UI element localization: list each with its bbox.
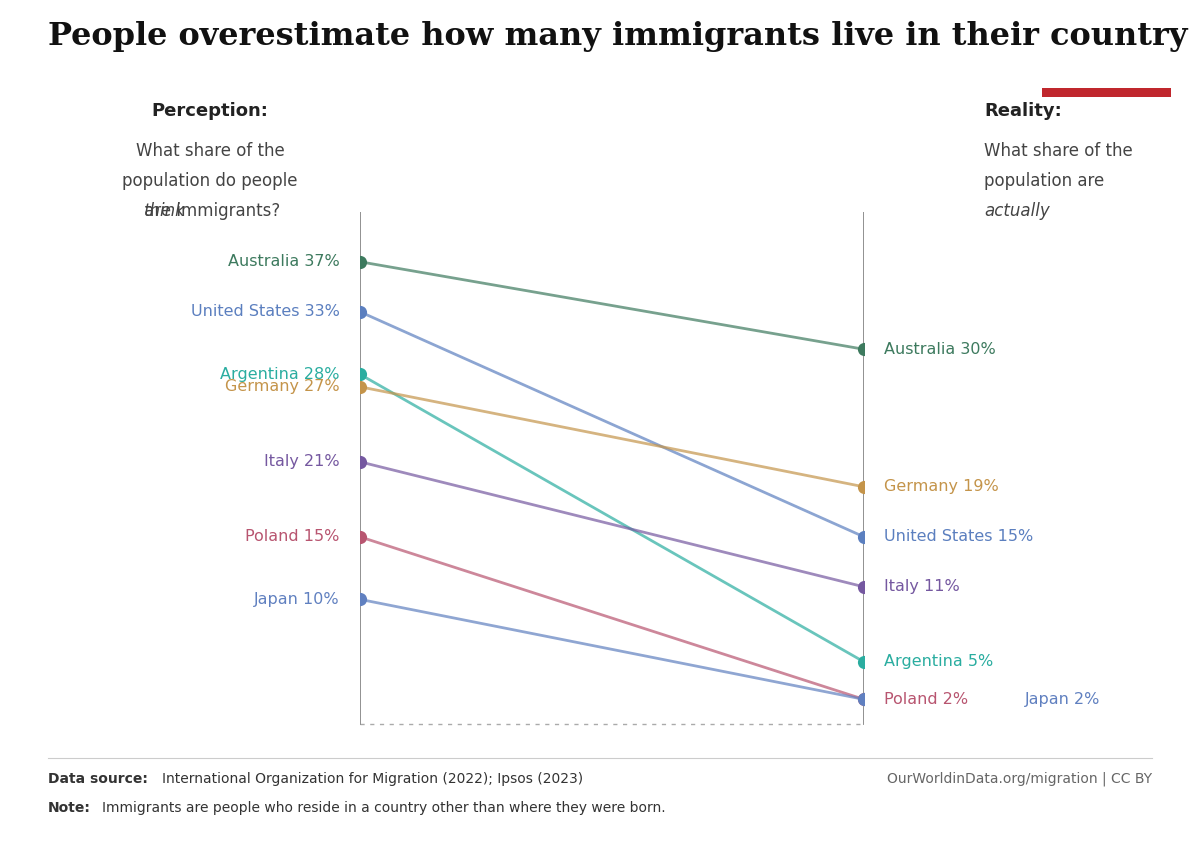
Text: United States 33%: United States 33% — [191, 304, 340, 319]
Text: What share of the: What share of the — [136, 142, 284, 160]
Text: in Data: in Data — [1078, 58, 1135, 72]
Point — [350, 455, 370, 468]
Text: Australia 37%: Australia 37% — [228, 254, 340, 269]
Text: population do people: population do people — [122, 172, 298, 190]
Text: Data source:: Data source: — [48, 772, 148, 786]
Text: Note:: Note: — [48, 800, 91, 815]
Text: International Organization for Migration (2022); Ipsos (2023): International Organization for Migration… — [162, 772, 583, 786]
Point — [350, 593, 370, 606]
Text: Italy 11%: Italy 11% — [884, 579, 960, 595]
Text: Germany 19%: Germany 19% — [884, 479, 998, 495]
Text: Italy 21%: Italy 21% — [264, 454, 340, 469]
Point — [854, 480, 874, 494]
Point — [854, 693, 874, 706]
Point — [854, 693, 874, 706]
Text: Argentina 28%: Argentina 28% — [221, 367, 340, 382]
Text: Australia 30%: Australia 30% — [884, 342, 996, 357]
Text: Immigrants are people who reside in a country other than where they were born.: Immigrants are people who reside in a co… — [102, 800, 666, 815]
Text: are immigrants?: are immigrants? — [139, 202, 281, 219]
Point — [350, 368, 370, 381]
Point — [854, 580, 874, 594]
Text: Japan 10%: Japan 10% — [254, 592, 340, 606]
Text: Germany 27%: Germany 27% — [226, 379, 340, 395]
Text: OurWorldinData.org/migration | CC BY: OurWorldinData.org/migration | CC BY — [887, 772, 1152, 786]
Text: actually: actually — [984, 202, 1050, 219]
Text: Argentina 5%: Argentina 5% — [884, 655, 994, 669]
Text: What share of the: What share of the — [984, 142, 1133, 160]
Text: Japan 2%: Japan 2% — [1025, 692, 1100, 707]
Text: Perception:: Perception: — [151, 102, 269, 119]
Point — [350, 305, 370, 318]
Point — [854, 342, 874, 356]
Text: People overestimate how many immigrants live in their country: People overestimate how many immigrants … — [48, 21, 1188, 53]
Point — [854, 655, 874, 668]
Text: Poland 15%: Poland 15% — [246, 529, 340, 545]
Point — [854, 530, 874, 544]
Bar — [1042, 88, 1171, 97]
Point — [350, 380, 370, 394]
Text: think: think — [144, 202, 186, 219]
Text: United States 15%: United States 15% — [884, 529, 1033, 545]
Text: Our World: Our World — [1067, 34, 1146, 48]
Text: Poland 2%: Poland 2% — [884, 692, 968, 707]
Text: population are: population are — [984, 172, 1104, 190]
Text: Reality:: Reality: — [984, 102, 1062, 119]
Point — [350, 530, 370, 544]
Point — [350, 255, 370, 268]
